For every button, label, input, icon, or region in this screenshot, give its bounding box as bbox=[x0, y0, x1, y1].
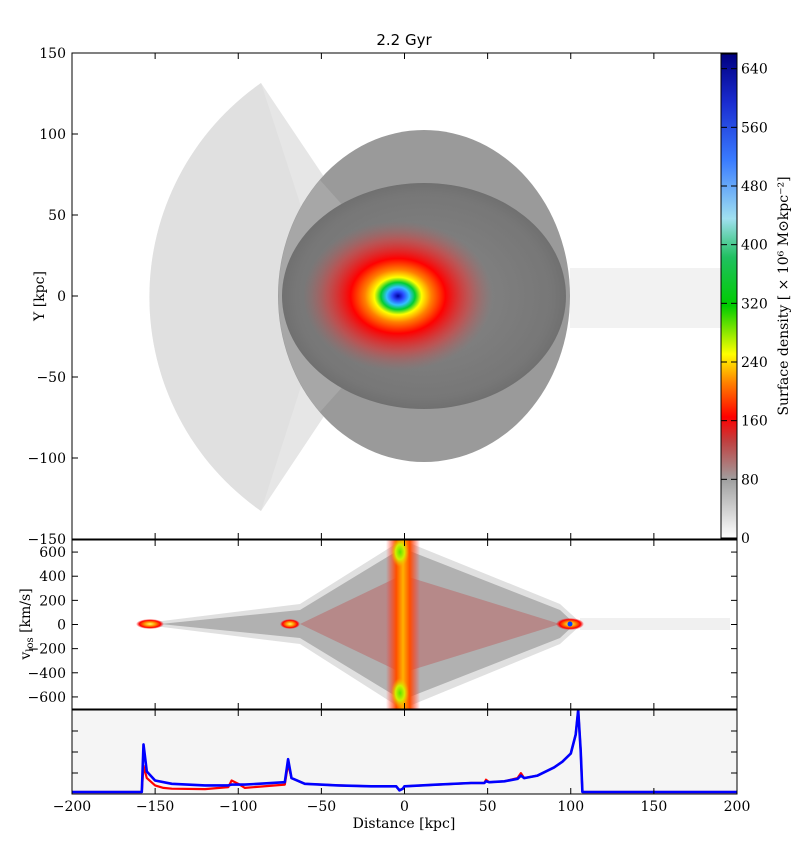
profile-x-tick-label: −50 bbox=[307, 799, 337, 815]
map-y-tick-label: 0 bbox=[57, 289, 66, 305]
profile-x-tick-label: 100 bbox=[557, 799, 584, 815]
map-y-tick-label: −100 bbox=[28, 451, 66, 467]
profile-x-tick-label: 150 bbox=[641, 799, 668, 815]
map-y-tick-label: −150 bbox=[28, 532, 66, 548]
colorbar-tick-label: 80 bbox=[741, 472, 759, 488]
phase-y-tick-label: −400 bbox=[28, 666, 66, 682]
phase-y-tick-label: −200 bbox=[28, 642, 66, 658]
map-y-label: Y [kpc] bbox=[32, 271, 48, 322]
map-y-ticks: 150 100 50 0 −50 −100 −150 bbox=[28, 46, 737, 548]
profile-panel: −200 −150 −100 −50 0 50 100 150 200 Distance [kp… bbox=[53, 53, 751, 832]
map-y-tick-label: 50 bbox=[48, 208, 66, 224]
colorbar: 0 80 160 240 320 400 480 560 640 Surface density… bbox=[720, 53, 792, 547]
phase-y-tick-label: −600 bbox=[28, 690, 66, 706]
phase-tail bbox=[580, 618, 730, 630]
profile-x-tick-label: 50 bbox=[479, 799, 497, 815]
map-y-tick-label: 150 bbox=[39, 46, 66, 62]
hotspot bbox=[280, 619, 300, 629]
colorbar-tick-label: 640 bbox=[741, 62, 768, 78]
density-map-image bbox=[149, 83, 730, 511]
colorbar-tick-label: 240 bbox=[741, 355, 768, 371]
phase-y-tick-label: 400 bbox=[39, 569, 66, 585]
profile-series-line-2 bbox=[72, 710, 737, 794]
tail-region bbox=[570, 268, 730, 328]
hotspot bbox=[136, 619, 164, 629]
profile-x-ticks: −200 −150 −100 −50 0 50 100 150 200 bbox=[53, 53, 751, 815]
profile-x-label: Distance [kpc] bbox=[353, 816, 456, 832]
map-y-tick-label: 100 bbox=[39, 127, 66, 143]
colorbar-tick-label: 400 bbox=[741, 238, 768, 254]
phase-space-image bbox=[136, 540, 730, 709]
colorbar-tick-label: 560 bbox=[741, 120, 768, 136]
colorbar-tick-label: 480 bbox=[741, 179, 768, 195]
colorbar-gradient bbox=[721, 54, 737, 538]
profile-x-tick-label: 0 bbox=[400, 799, 409, 815]
core-region bbox=[303, 221, 493, 371]
profile-x-tick-label: −150 bbox=[136, 799, 174, 815]
figure-title: 2.2 Gyr bbox=[376, 31, 432, 49]
profile-x-tick-label: −100 bbox=[219, 799, 257, 815]
phase-y-tick-label: 200 bbox=[39, 593, 66, 609]
colorbar-tick-label: 320 bbox=[741, 296, 768, 312]
colorbar-tick-label: 160 bbox=[741, 414, 768, 430]
phase-space-panel: 600 400 200 0 −200 −400 −600 vlos [km/s] bbox=[18, 539, 738, 710]
colorbar-label: Surface density [ × 10⁶ M⊙kpc⁻²] bbox=[776, 176, 792, 415]
colorbar-tick-label: 0 bbox=[741, 531, 750, 547]
phase-y-tick-label: 600 bbox=[39, 545, 66, 561]
profile-x-tick-label: 200 bbox=[724, 799, 751, 815]
phase-y-label: vlos [km/s] bbox=[18, 588, 36, 660]
phase-y-ticks: 600 400 200 0 −200 −400 −600 bbox=[28, 545, 737, 706]
profile-background bbox=[72, 710, 737, 794]
colorbar-ticks: 0 80 160 240 320 400 480 560 640 bbox=[721, 62, 768, 547]
profile-x-tick-label: −200 bbox=[53, 799, 91, 815]
surface-density-panel: 150 100 50 0 −50 −100 −150 Y [kpc] bbox=[28, 46, 738, 548]
profile-lines bbox=[72, 710, 737, 794]
phase-y-tick-label: 0 bbox=[57, 618, 66, 634]
map-y-tick-label: −50 bbox=[36, 370, 66, 386]
